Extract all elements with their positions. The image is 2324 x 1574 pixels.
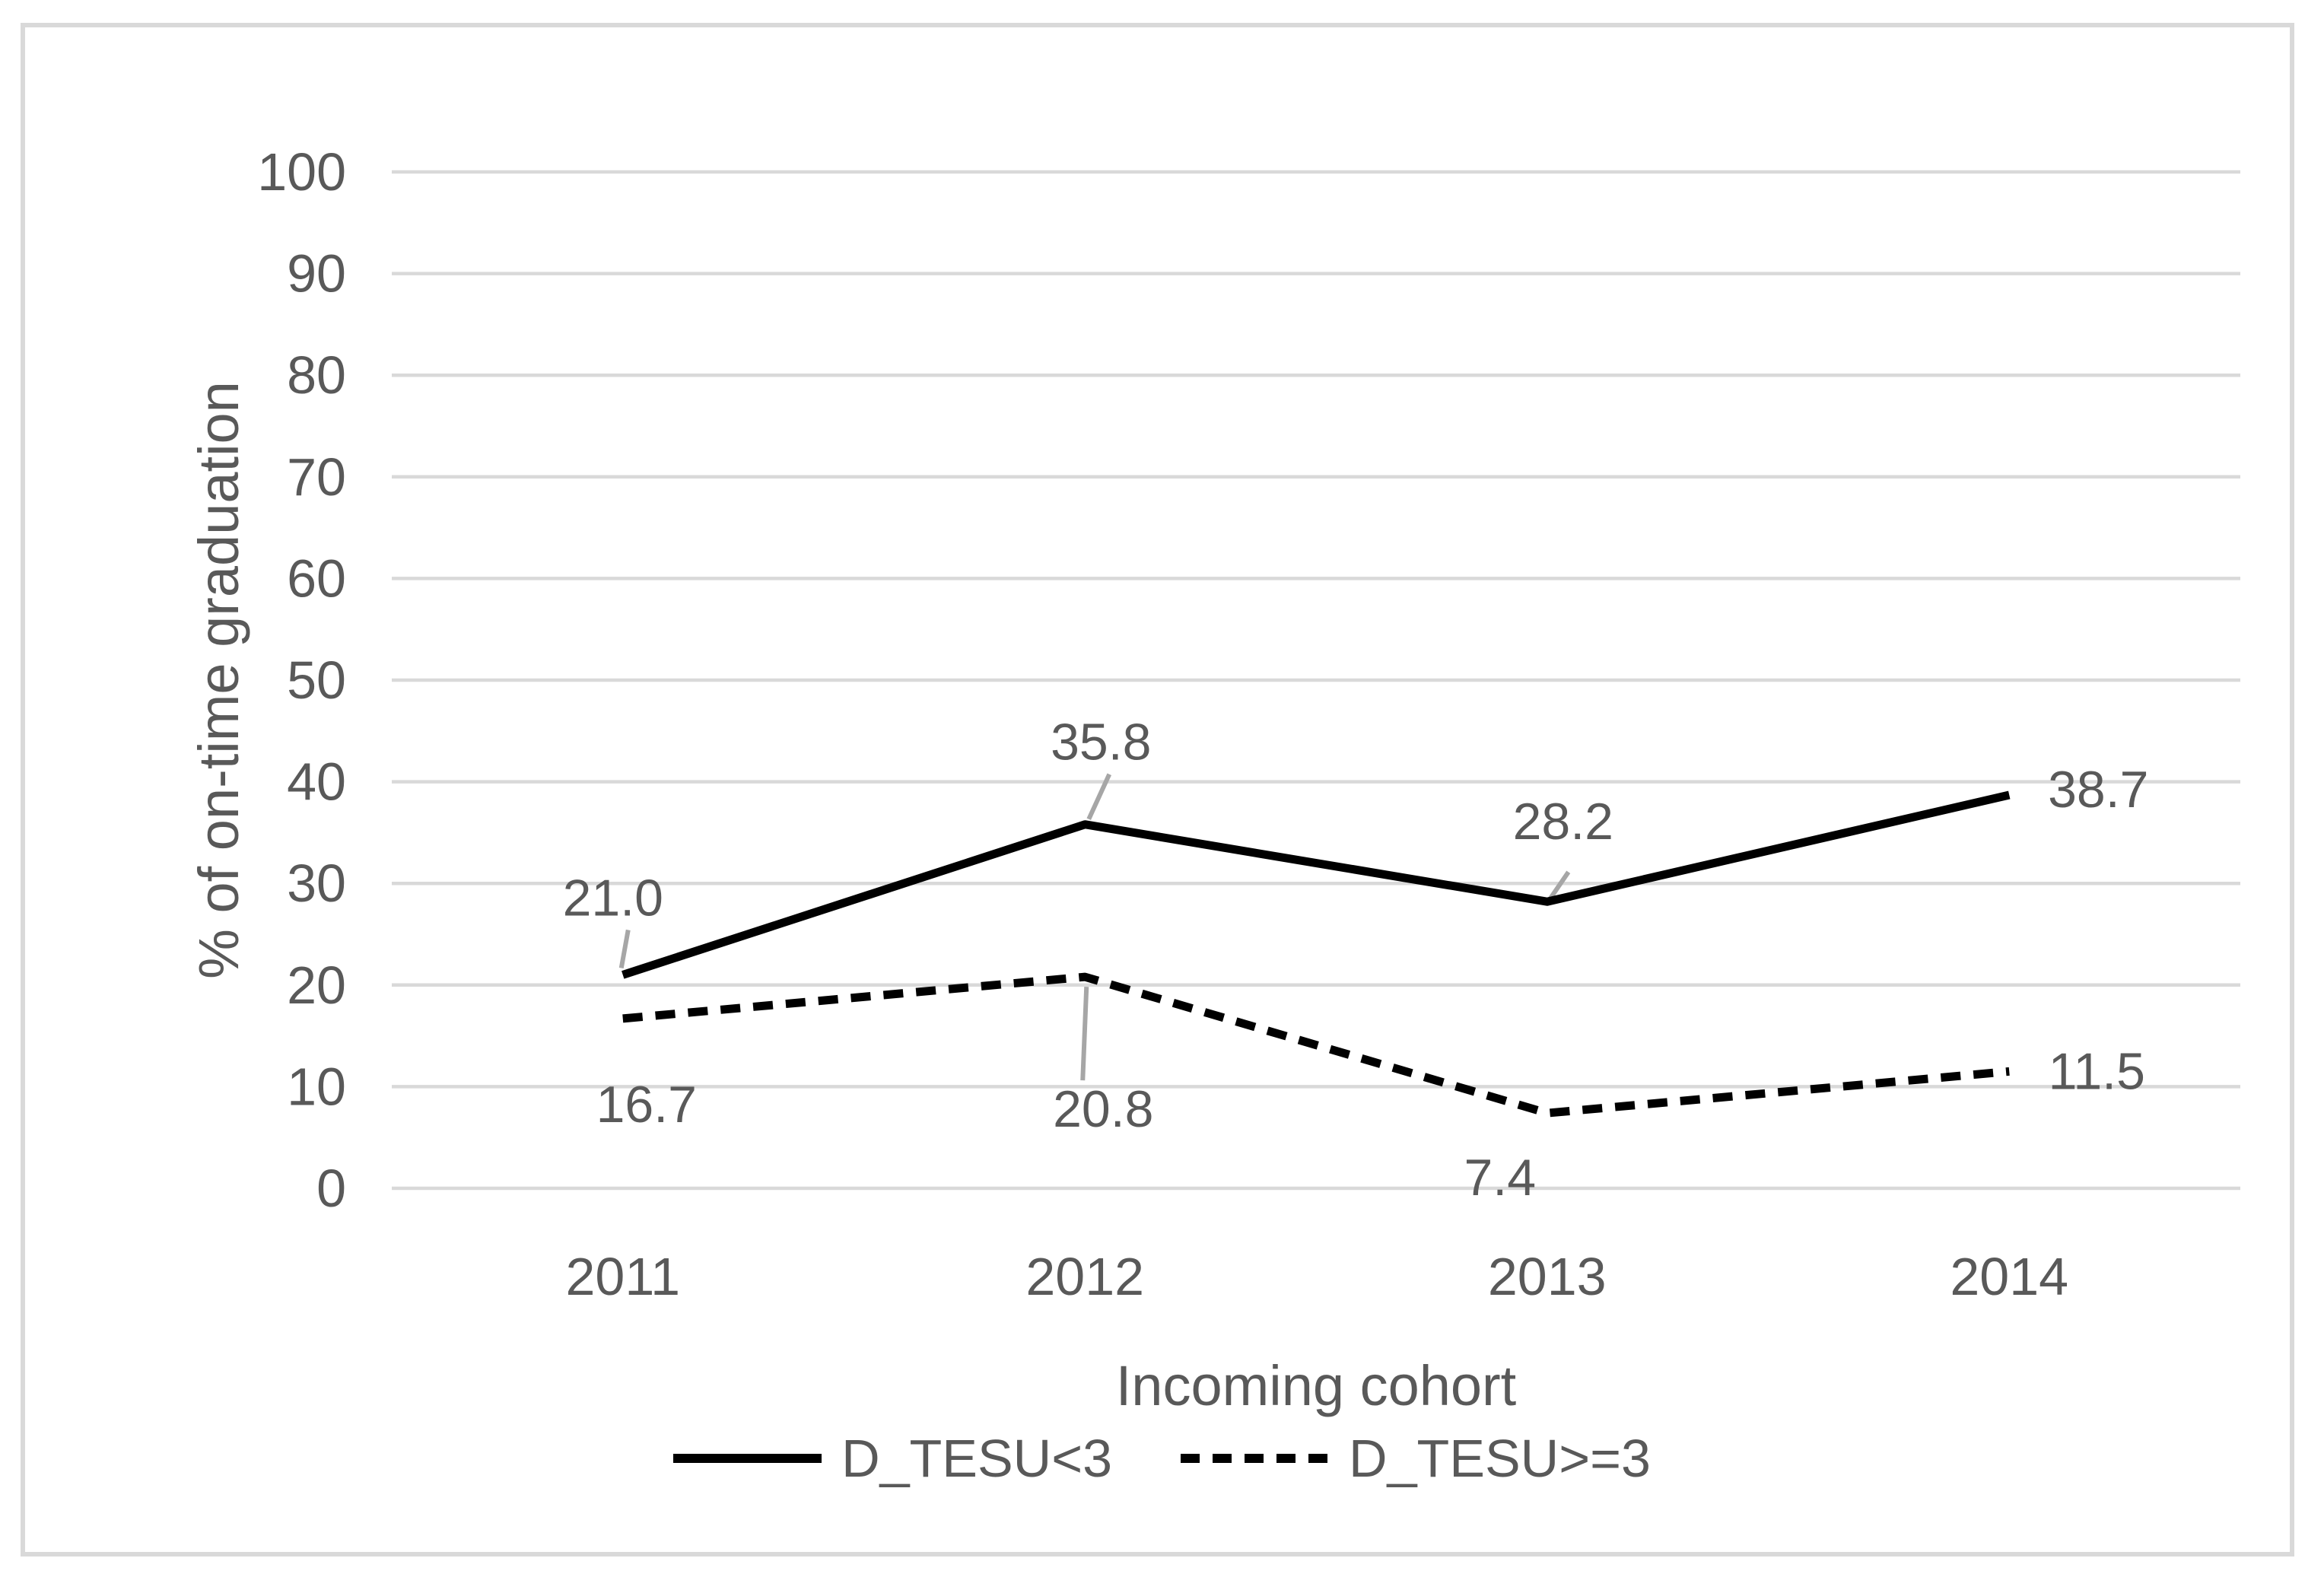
y-tick-label-40: 40	[287, 752, 346, 812]
x-axis-title: Incoming cohort	[1115, 1354, 1517, 1417]
data-label-35.8: 35.8	[1051, 714, 1151, 771]
x-tick-label-2011: 2011	[565, 1247, 680, 1306]
data-label-leader-line-35.8	[1086, 773, 1111, 820]
data-label-28.2: 28.2	[1513, 793, 1613, 851]
legend-label-dtesu-lt3: D_TESU<3	[841, 1429, 1113, 1488]
data-label-21.0: 21.0	[563, 869, 663, 927]
y-tick-label-70: 70	[287, 447, 346, 507]
legend: D_TESU<3 D_TESU>=3	[0, 1424, 2324, 1493]
y-tick-label-30: 30	[287, 854, 346, 913]
chart-border	[21, 23, 2294, 1557]
data-label-11.5: 11.5	[2049, 1042, 2145, 1100]
y-tick-label-0: 0	[316, 1159, 346, 1218]
y-tick-label-80: 80	[287, 345, 346, 405]
y-tick-label-60: 60	[287, 549, 346, 608]
data-label-leader-line-20.8	[1080, 986, 1089, 1081]
x-tick-label-2013: 2013	[1488, 1247, 1607, 1306]
y-tick-label-90: 90	[287, 244, 346, 304]
y-tick-label-10: 10	[287, 1057, 346, 1116]
data-label-leader-line-21.0	[618, 929, 631, 968]
data-label-leader-line-28.2	[1548, 870, 1571, 900]
data-label-20.8: 20.8	[1053, 1080, 1153, 1138]
x-tick-label-2012: 2012	[1025, 1247, 1144, 1306]
data-label-38.7: 38.7	[2048, 761, 2148, 819]
series-line-dashed	[622, 972, 2010, 1118]
legend-swatch-solid-line	[673, 1452, 822, 1464]
y-tick-label-50: 50	[287, 650, 346, 710]
series-line-solid	[622, 790, 2011, 979]
data-label-16.7: 16.7	[596, 1076, 697, 1134]
y-tick-label-20: 20	[287, 956, 346, 1015]
y-axis-title: % of on-time graduation	[187, 381, 250, 979]
legend-label-dtesu-gte3: D_TESU>=3	[1349, 1429, 1651, 1488]
y-tick-label-100: 100	[257, 142, 346, 202]
data-label-7.4: 7.4	[1464, 1149, 1536, 1207]
x-tick-label-2014: 2014	[1950, 1247, 2068, 1306]
legend-swatch-dashed-line	[1181, 1452, 1330, 1464]
